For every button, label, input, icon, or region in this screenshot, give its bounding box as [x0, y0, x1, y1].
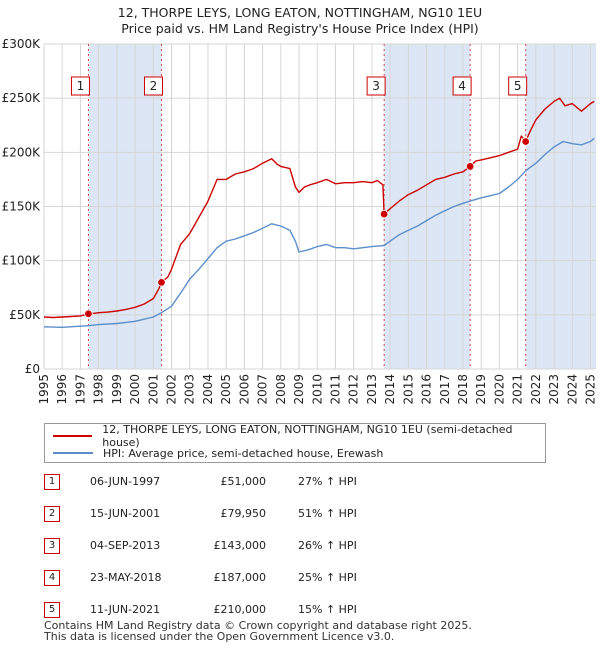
- sale-label-text: 2: [150, 79, 158, 93]
- x-tick-label: 1995: [37, 374, 51, 405]
- hpi-line: [43, 137, 595, 328]
- sale-label-text: 4: [458, 79, 466, 93]
- x-tick-label: 2022: [529, 374, 543, 405]
- legend-swatch-property: [53, 435, 93, 437]
- sale-number-badge: 5: [44, 602, 60, 618]
- x-tick-label: 2015: [401, 374, 415, 405]
- sale-point: [157, 278, 166, 287]
- sale-label-text: 5: [514, 79, 522, 93]
- x-tick-label: 2001: [146, 374, 160, 405]
- x-tick-label: 2004: [201, 374, 215, 405]
- sale-date: 06-JUN-1997: [90, 475, 161, 488]
- y-tick-label: £250K: [2, 91, 42, 105]
- x-tick-label: 2009: [292, 374, 306, 405]
- x-tick-label: 2025: [584, 374, 598, 405]
- footer-copyright: Contains HM Land Registry data © Crown c…: [44, 619, 472, 632]
- x-tick-label: 2000: [128, 374, 142, 405]
- x-tick-label: 1998: [92, 374, 106, 405]
- footer-licence: This data is licensed under the Open Gov…: [44, 630, 395, 643]
- sale-number-badge: 4: [44, 570, 60, 586]
- x-tick-label: 2013: [365, 374, 379, 405]
- sale-point: [84, 309, 93, 318]
- footer-attribution: Contains HM Land Registry data © Crown c…: [44, 620, 472, 642]
- x-tick-label: 1997: [73, 374, 87, 405]
- sale-number-badge: 2: [44, 506, 60, 522]
- y-tick-label: £150K: [2, 200, 42, 214]
- y-tick-label: £100K: [2, 254, 42, 268]
- y-tick-label: £50K: [9, 308, 41, 322]
- sale-row: 5 11-JUN-2021 £210,000 15% ↑ HPI: [44, 602, 564, 622]
- property-price-line: [43, 97, 595, 319]
- x-tick-label: 2017: [438, 374, 452, 405]
- x-tick-label: 2023: [547, 374, 561, 405]
- legend-label-hpi: HPI: Average price, semi-detached house,…: [103, 446, 384, 460]
- sale-price: £210,000: [213, 603, 267, 616]
- sale-date: 23-MAY-2018: [90, 571, 162, 584]
- legend-label-property: 12, THORPE LEYS, LONG EATON, NOTTINGHAM,…: [102, 423, 513, 449]
- sale-row: 4 23-MAY-2018 £187,000 25% ↑ HPI: [44, 570, 564, 590]
- sale-label-box: [508, 76, 528, 96]
- y-tick-label: £0: [25, 362, 40, 376]
- sale-label-box: [366, 76, 386, 96]
- chart-legend: 12, THORPE LEYS, LONG EATON, NOTTINGHAM,…: [44, 423, 546, 463]
- x-tick-label: 2003: [183, 374, 197, 405]
- x-tick-label: 2005: [219, 374, 233, 405]
- x-tick-label: 2018: [456, 374, 470, 405]
- sale-hpi-change: 51% ↑ HPI: [298, 507, 357, 520]
- sale-label-box: [144, 76, 164, 96]
- sale-point: [521, 137, 530, 146]
- x-tick-label: 2021: [511, 374, 525, 405]
- sale-row: 1 06-JUN-1997 £51,000 27% ↑ HPI: [44, 474, 564, 494]
- sale-point: [465, 162, 475, 171]
- x-tick-label: 2014: [383, 374, 397, 405]
- chart-title: 12, THORPE LEYS, LONG EATON, NOTTINGHAM,…: [117, 5, 483, 20]
- sale-hpi-change: 15% ↑ HPI: [298, 603, 357, 616]
- legend-item-property: 12, THORPE LEYS, LONG EATON, NOTTINGHAM,…: [53, 423, 545, 449]
- x-tick-label: 2002: [165, 374, 179, 405]
- sale-number-badge: 3: [44, 538, 60, 554]
- sale-date: 11-JUN-2021: [90, 603, 161, 616]
- sale-label-text: 1: [77, 79, 85, 93]
- chart-subtitle: Price paid vs. HM Land Registry's House …: [121, 21, 479, 36]
- legend-item-hpi: HPI: Average price, semi-detached house,…: [53, 444, 383, 462]
- sale-row: 2 15-JUN-2001 £79,950 51% ↑ HPI: [44, 506, 564, 526]
- sale-price: £187,000: [213, 571, 267, 584]
- sale-hpi-change: 27% ↑ HPI: [298, 475, 357, 488]
- x-tick-label: 2019: [474, 374, 488, 405]
- sale-row: 3 04-SEP-2013 £143,000 26% ↑ HPI: [44, 538, 564, 558]
- sale-price: £79,950: [220, 507, 267, 520]
- sale-price: £143,000: [213, 539, 267, 552]
- x-tick-label: 2011: [328, 374, 342, 405]
- sale-price: £51,000: [220, 475, 267, 488]
- x-tick-label: 2006: [237, 374, 251, 405]
- x-tick-label: 1999: [110, 374, 124, 405]
- sale-number-badge: 1: [44, 474, 60, 490]
- sale-point: [379, 209, 389, 219]
- x-tick-label: 2007: [256, 374, 270, 405]
- sale-hpi-change: 25% ↑ HPI: [298, 571, 357, 584]
- price-chart: 1 2 3 4 5 £0 £50K £100K £150K £200K £250K £300K 1995…: [2, 37, 598, 405]
- sale-date: 15-JUN-2001: [90, 507, 161, 520]
- sale-label-box: [70, 76, 90, 96]
- sale-label-text: 3: [372, 79, 380, 93]
- x-tick-label: 2016: [420, 374, 434, 405]
- x-tick-label: 2010: [310, 374, 324, 405]
- y-tick-label: £300K: [2, 37, 42, 51]
- x-tick-label: 2024: [565, 374, 579, 405]
- legend-swatch-hpi: [53, 452, 93, 454]
- x-tick-label: 1996: [55, 374, 69, 405]
- x-tick-label: 2008: [274, 374, 288, 405]
- x-tick-label: 2012: [347, 374, 361, 405]
- sale-date: 04-SEP-2013: [90, 539, 161, 552]
- y-tick-label: £200K: [2, 145, 42, 159]
- x-tick-label: 2020: [492, 374, 506, 405]
- sale-hpi-change: 26% ↑ HPI: [298, 539, 357, 552]
- sale-label-box: [452, 76, 472, 96]
